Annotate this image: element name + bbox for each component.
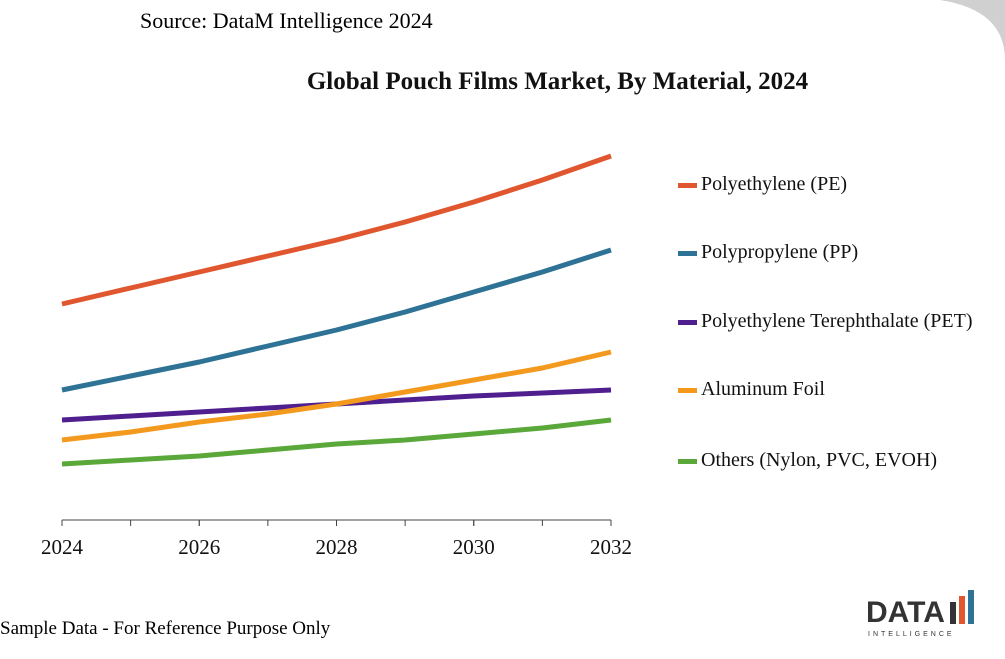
x-tick-label: 2032 <box>590 535 632 559</box>
series-line <box>61 417 612 467</box>
chart-title: Global Pouch Films Market, By Material, … <box>306 68 809 95</box>
footnote: Sample Data - For Reference Purpose Only <box>0 618 331 639</box>
legend-label: Others (Nylon, PVC, EVOH) <box>701 449 938 471</box>
legend-item: Aluminum Foil <box>678 377 978 402</box>
source: Source: DataM Intelligence 2024 <box>140 8 433 33</box>
legend-item: Others (Nylon, PVC, EVOH) <box>678 448 978 473</box>
series-line <box>61 247 612 393</box>
logo-bar <box>950 602 956 624</box>
legend-swatch <box>678 388 697 393</box>
legend-swatch <box>678 459 697 464</box>
legend-swatch <box>678 320 697 325</box>
legend-label: Polyethylene Terephthalate (PET) <box>701 310 973 332</box>
legend-label: Polyethylene (PE) <box>701 173 848 195</box>
logo: DATA INTELLIGENCE <box>866 590 974 638</box>
legend-label: Polypropylene (PP) <box>701 241 859 263</box>
series-line <box>61 349 612 443</box>
corner-decoration <box>940 0 1005 60</box>
logo-name: DATA <box>866 596 945 629</box>
legend-item: Polypropylene (PP) <box>678 240 978 265</box>
x-tick-label: 2030 <box>453 535 495 559</box>
legend-item: Polyethylene Terephthalate (PET) <box>678 309 978 334</box>
x-tick-label: 2024 <box>41 535 84 559</box>
legend-item: Polyethylene (PE) <box>678 172 978 197</box>
series-line <box>61 153 612 307</box>
legend-swatch <box>678 251 697 256</box>
logo-tagline: INTELLIGENCE <box>868 631 955 638</box>
legend-swatch <box>678 183 697 188</box>
x-tick-label: 2028 <box>316 535 358 559</box>
logo-bar <box>959 596 965 624</box>
x-tick-label: 2026 <box>178 535 220 559</box>
logo-bar <box>968 590 974 624</box>
legend-label: Aluminum Foil <box>701 378 825 400</box>
